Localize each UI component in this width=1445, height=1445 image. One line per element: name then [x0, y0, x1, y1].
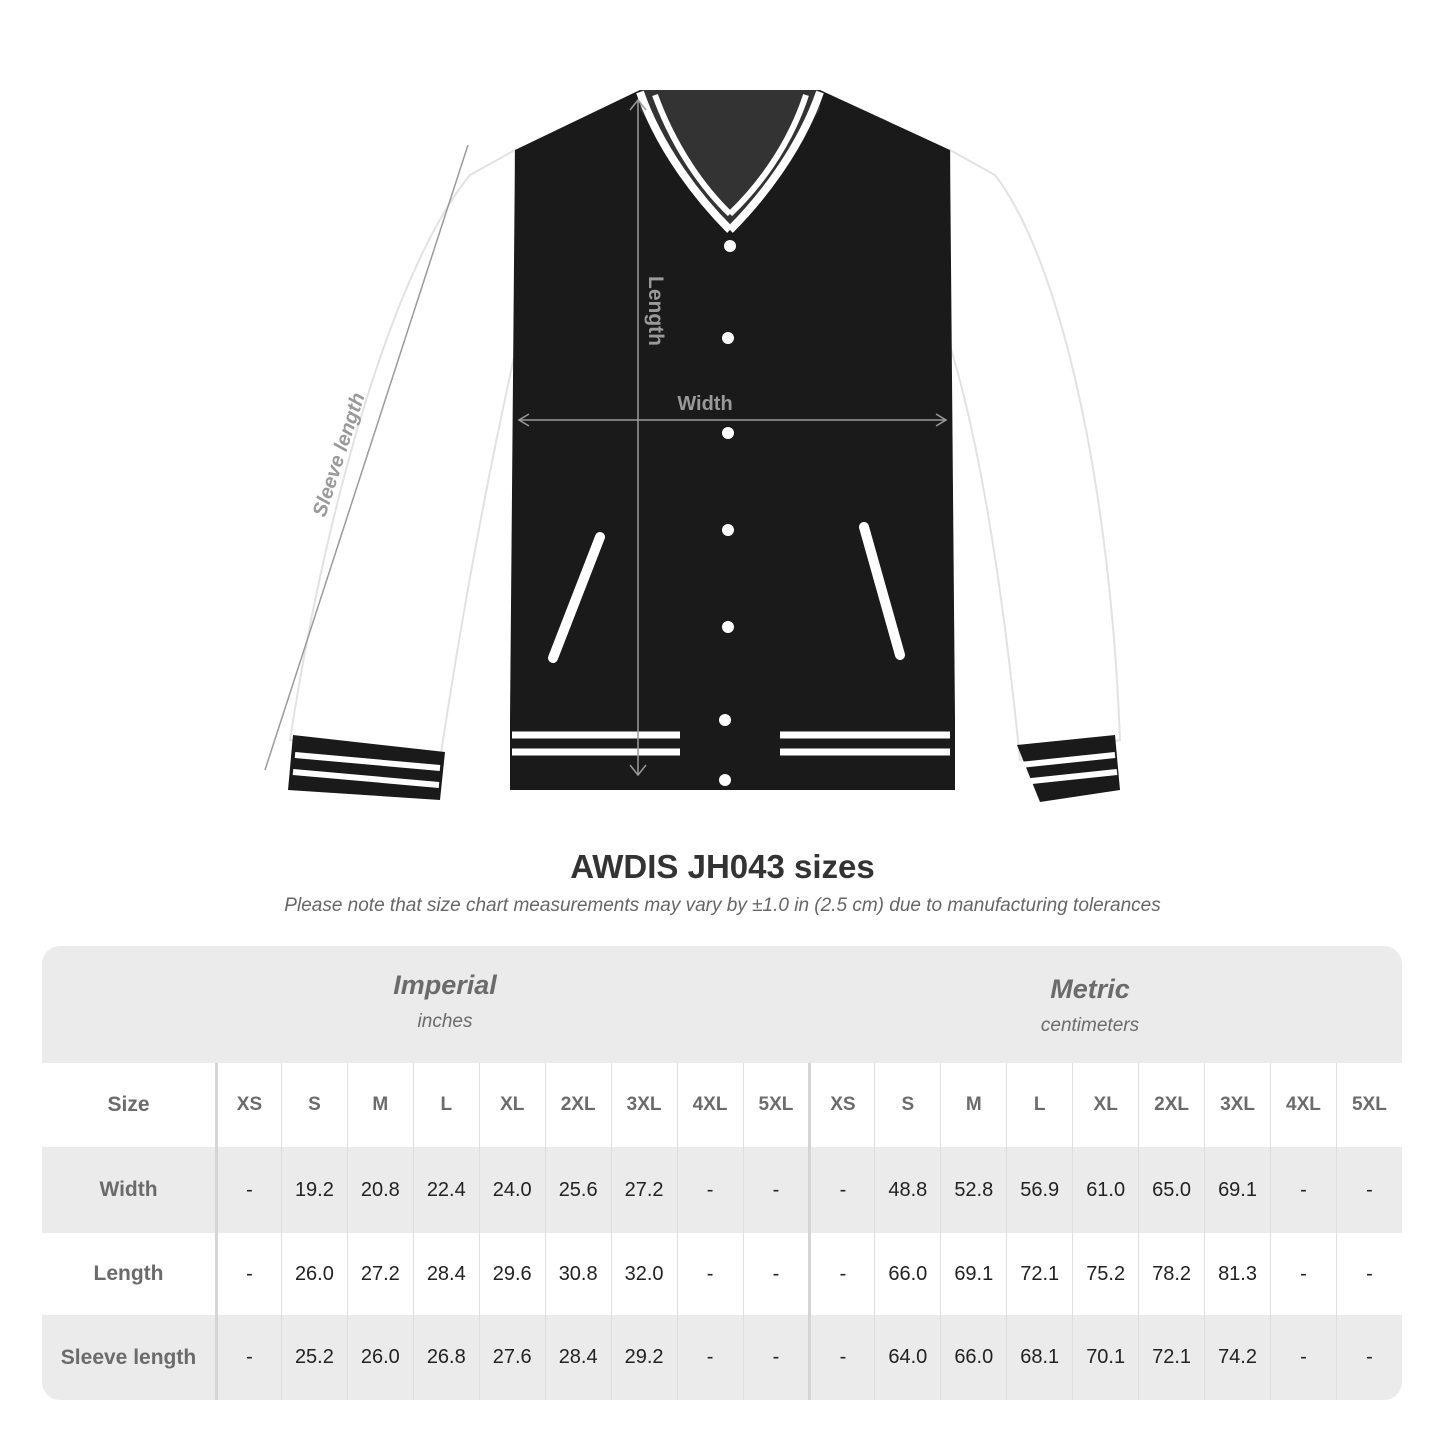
jacket-illustration [288, 90, 1122, 802]
table-cell: - [215, 1233, 281, 1315]
table-cell: 61.0 [1072, 1147, 1138, 1233]
size-header-cell: S [874, 1063, 940, 1147]
table-cell: - [742, 1147, 809, 1233]
table-cell: 28.4 [544, 1315, 611, 1400]
table-cell: - [1335, 1147, 1402, 1233]
imperial-unit: inches [417, 1011, 473, 1032]
table-row: Length -26.0 27.2 28.4 29.6 30.8 32.0- - -66.0 69… [42, 1233, 1402, 1315]
table-cell: - [808, 1233, 874, 1315]
table-cell: 66.0 [940, 1315, 1006, 1400]
table-cell: 26.0 [280, 1233, 347, 1315]
size-header-cell: L [1006, 1063, 1072, 1147]
table-cell: 26.0 [346, 1315, 413, 1400]
size-header-cell: XS [808, 1063, 874, 1147]
imperial-title: Imperial [393, 970, 497, 1000]
table-cell: - [1270, 1315, 1336, 1400]
table-cell: 56.9 [1006, 1147, 1072, 1233]
table-cell: - [808, 1315, 874, 1400]
table-cell: - [742, 1233, 809, 1315]
size-header-cell: XS [215, 1063, 281, 1147]
table-cell: - [742, 1315, 809, 1400]
table-cell: 69.1 [1204, 1147, 1270, 1233]
size-header-cell: 5XL [742, 1063, 809, 1147]
table-cell: - [676, 1233, 743, 1315]
imperial-header: Imperial inches [215, 970, 675, 1033]
row-label: Size [107, 1093, 150, 1116]
size-header-cell: L [412, 1063, 479, 1147]
tolerance-note: Please note that size chart measurements… [284, 895, 1161, 916]
measure-lines [264, 98, 948, 777]
metric-title: Metric [1050, 974, 1130, 1004]
size-header-cell: 3XL [1204, 1063, 1270, 1147]
table-cell: - [676, 1315, 743, 1400]
table-cell: - [808, 1147, 874, 1233]
table-cell: 81.3 [1204, 1233, 1270, 1315]
size-header-cell: 2XL [1138, 1063, 1204, 1147]
table-cell: 22.4 [412, 1147, 479, 1233]
table-cell: 25.6 [544, 1147, 611, 1233]
size-header-cell: 5XL [1335, 1063, 1402, 1147]
table-cell: 29.2 [610, 1315, 677, 1400]
table-cell: - [1270, 1147, 1336, 1233]
row-label: Sleeve length [60, 1345, 197, 1369]
table-cell: - [215, 1315, 281, 1400]
metric-unit: centimeters [1040, 1015, 1140, 1036]
table-cell: 68.1 [1006, 1315, 1072, 1400]
table-cell: 69.1 [940, 1233, 1006, 1315]
table-cell: - [1335, 1315, 1402, 1400]
table-cell: 30.8 [544, 1233, 611, 1315]
table-cell: 66.0 [874, 1233, 940, 1315]
table-cell: 52.8 [940, 1147, 1006, 1233]
size-row: Size XS S M L XL 2XL 3XL 4XL 5XL XS S M L XL 2XL 3XL 4XL 5… [42, 1063, 1402, 1147]
table-cell: 72.1 [1138, 1315, 1204, 1400]
jacket-diagram: Length Width Sleeve length [264, 90, 1122, 802]
table-cell: 27.6 [478, 1315, 545, 1400]
table-cell: 26.8 [412, 1315, 479, 1400]
table-cell: 75.2 [1072, 1233, 1138, 1315]
size-header-cell: 2XL [544, 1063, 611, 1147]
table-cell: - [1270, 1233, 1336, 1315]
length-label: Length [644, 276, 667, 346]
table-cell: 64.0 [874, 1315, 940, 1400]
table-header: Imperial inches Metric centimeters [42, 946, 1402, 1063]
size-header-cell: M [940, 1063, 1006, 1147]
table-cell: 48.8 [874, 1147, 940, 1233]
size-header-cell: 3XL [610, 1063, 677, 1147]
size-header-cell: S [280, 1063, 347, 1147]
table-cell: 20.8 [346, 1147, 413, 1233]
page-title: AWDIS JH043 sizes [570, 848, 875, 885]
table-cell: 29.6 [478, 1233, 545, 1315]
table-row: Sleeve length -25.2 26.0 26.8 27.6 28.4 29.2- -… [42, 1315, 1402, 1400]
size-header-cell: 4XL [1270, 1063, 1336, 1147]
table-cell: 27.2 [610, 1147, 677, 1233]
row-label: Width [99, 1178, 158, 1201]
table-cell: - [1335, 1233, 1402, 1315]
table-cell: 32.0 [610, 1233, 677, 1315]
table-cell: - [676, 1147, 743, 1233]
table-cell: 28.4 [412, 1233, 479, 1315]
table-cell: 24.0 [478, 1147, 545, 1233]
size-header-cell: XL [478, 1063, 545, 1147]
metric-header: Metric centimeters [810, 974, 1370, 1037]
table-cell: 72.1 [1006, 1233, 1072, 1315]
table-row: Width -19.2 20.8 22.4 24.0 25.6 27.2- - -48.8 52.… [42, 1147, 1402, 1233]
table-cell: 70.1 [1072, 1315, 1138, 1400]
table-cell: 65.0 [1138, 1147, 1204, 1233]
size-header-cell: 4XL [676, 1063, 743, 1147]
table-cell: 25.2 [280, 1315, 347, 1400]
table-cell: - [215, 1147, 281, 1233]
table-cell: 27.2 [346, 1233, 413, 1315]
table-cell: 19.2 [280, 1147, 347, 1233]
size-header-cell: M [346, 1063, 413, 1147]
table-cell: 74.2 [1204, 1315, 1270, 1400]
table-cell: 78.2 [1138, 1233, 1204, 1315]
size-table: Imperial inches Metric centimeters Size X… [42, 946, 1402, 1400]
width-label: Width [677, 393, 732, 415]
row-label: Length [93, 1262, 164, 1285]
size-header-cell: XL [1072, 1063, 1138, 1147]
sleeve-length-line [264, 144, 469, 771]
